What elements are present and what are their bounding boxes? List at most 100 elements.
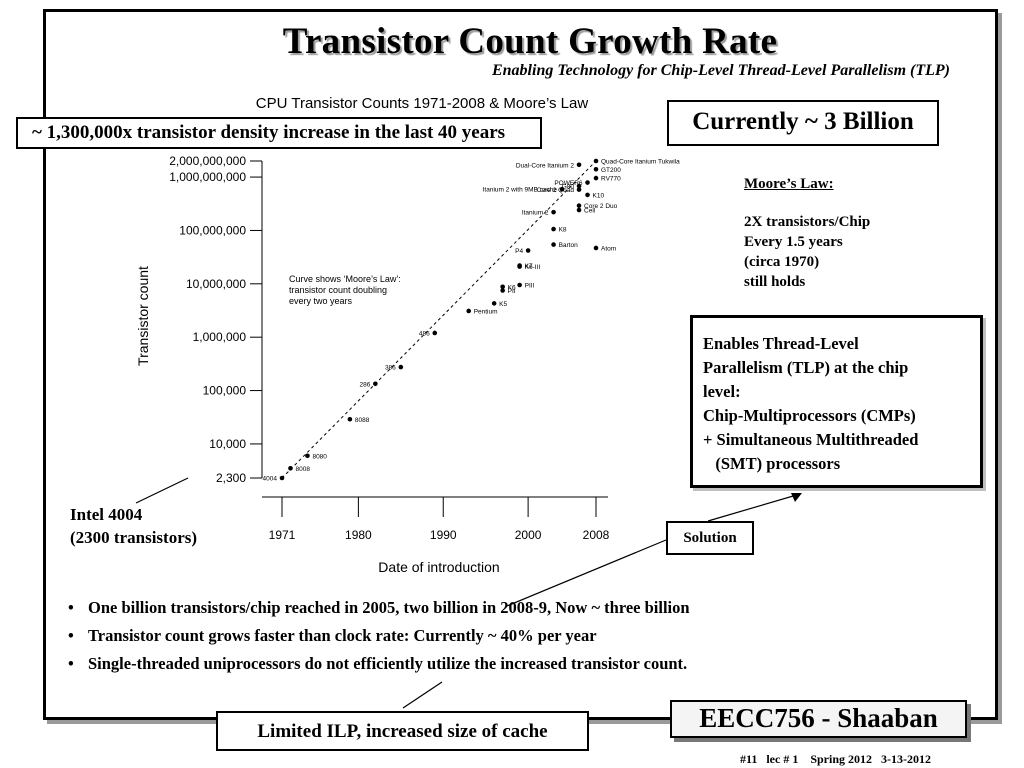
data-point xyxy=(347,416,353,422)
data-point-label: G80 xyxy=(562,183,575,190)
data-point-label: PII xyxy=(508,288,516,295)
data-point-label: Itanium 2 xyxy=(522,210,549,217)
moores-law-line: (circa 1970) xyxy=(744,254,820,270)
data-point xyxy=(525,248,531,253)
data-point xyxy=(593,245,599,251)
data-point-label: 8080 xyxy=(312,453,327,460)
y-tick-label: 1,000,000 xyxy=(193,330,247,344)
data-point xyxy=(288,465,293,471)
tlp-line: (SMT) processors xyxy=(703,454,841,473)
moores-law-line: Every 1.5 years xyxy=(744,234,843,250)
limited-ilp-box: Limited ILP, increased size of cache xyxy=(216,711,589,751)
data-point xyxy=(305,453,310,459)
tlp-line: + Simultaneous Multithreaded xyxy=(703,430,919,449)
slide-footer: #11 lec # 1 Spring 2012 3-13-2012 xyxy=(740,752,931,766)
data-point-label: Core 2 Quad xyxy=(537,187,575,194)
data-point-label: K7 xyxy=(525,263,533,270)
data-point xyxy=(279,475,285,481)
data-point xyxy=(500,284,505,290)
data-point xyxy=(585,192,590,198)
data-point-label: K8 xyxy=(559,227,567,234)
solution-arrow-line xyxy=(707,493,801,522)
data-point xyxy=(517,263,522,268)
solution-arrowhead xyxy=(791,493,802,502)
slide-title: Transistor Count Growth Rate xyxy=(282,21,778,62)
data-point xyxy=(593,158,599,164)
data-point-label: RV770 xyxy=(601,176,621,183)
data-point-label: 486 xyxy=(419,330,430,337)
intel-note-line: (2300 transistors) xyxy=(70,528,198,547)
tlp-box: Enables Thread-Level Parallelism (TLP) a… xyxy=(690,315,983,488)
data-point-label: POWER6 xyxy=(554,180,583,187)
data-point-label: 8008 xyxy=(295,466,310,473)
data-point-label: P4 xyxy=(515,248,523,255)
data-point-label: Itanium 2 with 9MB cache xyxy=(483,187,558,194)
course-title-box: EECC756 - Shaaban xyxy=(670,700,967,738)
tlp-line: level: xyxy=(703,382,741,401)
bullet-item: Single-threaded uniprocessors do not eff… xyxy=(68,654,690,682)
chart-y-axis-label: Transistor count xyxy=(135,266,151,366)
tlp-line: Chip-Multiprocessors (CMPs) xyxy=(703,406,916,425)
chart-annotation: Curve shows ‘Moore’s Law’: transistor co… xyxy=(289,274,403,306)
data-point xyxy=(576,187,582,192)
moores-law-line: still holds xyxy=(744,274,806,290)
y-tick-label: 10,000 xyxy=(209,437,246,451)
x-tick-label: 1971 xyxy=(269,528,296,542)
bullet-item: Transistor count grows faster than clock… xyxy=(68,626,690,654)
data-point-label: PIII xyxy=(525,283,535,290)
data-point-label: 8088 xyxy=(355,417,370,424)
data-point-label: K6 xyxy=(508,284,516,291)
data-point-label: K10 xyxy=(593,192,605,199)
data-point-label: Quad-Core Itanium Tukwila xyxy=(601,159,680,166)
data-point-label: Atom xyxy=(601,245,616,252)
solution-pointer-line xyxy=(506,539,667,607)
data-point xyxy=(593,175,599,181)
data-point xyxy=(551,242,556,247)
slide-subtitle: Enabling Technology for Chip-Level Threa… xyxy=(491,62,950,79)
current-count-box: Currently ~ 3 Billion xyxy=(667,100,939,146)
data-point xyxy=(576,162,582,168)
data-point-label: Pentium xyxy=(474,308,498,315)
solution-box: Solution xyxy=(666,521,754,555)
data-point xyxy=(585,180,590,185)
y-tick-label: 2,300 xyxy=(216,471,246,485)
data-point-label: Cell xyxy=(584,208,596,215)
data-point xyxy=(491,301,497,306)
x-tick-label: 2000 xyxy=(515,528,542,542)
data-point xyxy=(517,282,522,288)
chart-x-axis-label: Date of introduction xyxy=(378,559,499,575)
data-point-label: K5 xyxy=(499,301,507,308)
data-point xyxy=(576,207,582,213)
data-point-label: K6-III xyxy=(525,264,541,271)
data-point xyxy=(373,381,378,387)
x-tick-label: 2008 xyxy=(583,528,610,542)
x-tick-label: 1990 xyxy=(430,528,457,542)
chart-y-axis: 2,300 10,000 100,000 1,000,000 10,000,000 100… xyxy=(169,154,263,485)
moores-law-line: 2X transistors/Chip xyxy=(744,214,871,230)
data-point-label: 4004 xyxy=(263,476,278,483)
intel-pointer-line xyxy=(135,477,189,504)
y-tick-label: 100,000 xyxy=(203,384,247,398)
data-point xyxy=(559,186,565,192)
intel-4004-note: Intel 4004 (2300 transistors) xyxy=(70,503,197,549)
data-point-label: 386 xyxy=(385,365,396,372)
ilp-pointer-line xyxy=(402,681,443,709)
bullet-item: One billion transistors/chip reached in … xyxy=(68,598,690,626)
tlp-line: Enables Thread-Level xyxy=(703,334,859,353)
bullet-list: One billion transistors/chip reached in … xyxy=(68,598,690,682)
y-tick-label: 100,000,000 xyxy=(179,223,246,237)
data-point xyxy=(466,308,472,314)
moores-law-note: Moore’s Law: 2X transistors/Chip Every 1… xyxy=(744,174,870,292)
y-tick-label: 1,000,000,000 xyxy=(169,170,246,184)
y-tick-label: 10,000,000 xyxy=(186,277,246,291)
data-point xyxy=(576,203,582,208)
data-point xyxy=(551,226,556,232)
moores-law-trend xyxy=(281,160,597,479)
data-point xyxy=(551,209,556,215)
x-tick-label: 1980 xyxy=(345,528,372,542)
data-point-label: Barton xyxy=(559,242,579,249)
chart-x-axis: 1971 1980 1990 2000 2008 xyxy=(262,496,610,542)
y-tick-label: 2,000,000,000 xyxy=(169,154,246,168)
